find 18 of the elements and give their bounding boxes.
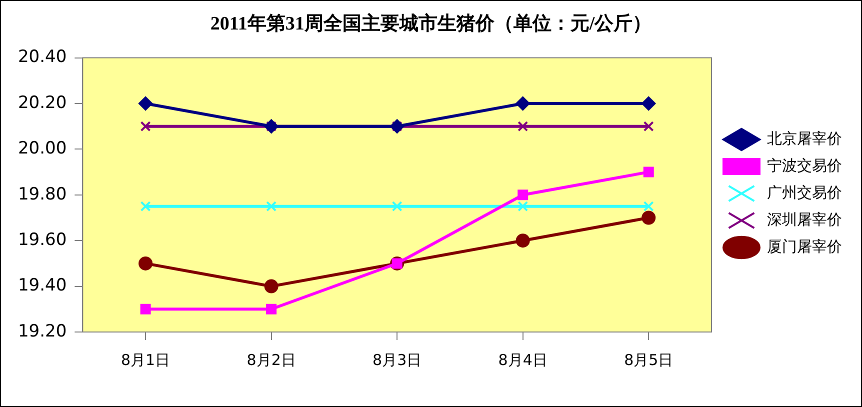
legend-label: 厦门屠宰价 — [767, 237, 842, 256]
x-tick-label: 8月3日 — [372, 350, 422, 369]
x-tick-label: 8月4日 — [498, 350, 548, 369]
legend-label: 广州交易价 — [767, 183, 842, 202]
x-tick-label: 8月2日 — [246, 350, 296, 369]
y-tick-label: 19.20 — [18, 321, 67, 342]
x-tick-label: 8月5日 — [624, 350, 674, 369]
chart-title: 2011年第31周全国主要城市生猪价（单位：元/公斤） — [210, 12, 652, 34]
legend-label: 深圳屠宰价 — [767, 210, 842, 228]
y-tick-label: 19.40 — [18, 276, 67, 296]
x-tick-label: 8月1日 — [121, 350, 170, 369]
y-tick-label: 20.20 — [18, 92, 67, 113]
legend-label: 北京屠宰价 — [767, 129, 842, 148]
legend-label: 宁波交易价 — [767, 156, 842, 174]
y-tick-label: 20.40 — [18, 47, 67, 68]
y-tick-label: 19.60 — [18, 230, 67, 250]
y-tick-label: 20.00 — [18, 138, 67, 159]
y-tick-label: 19.80 — [18, 184, 67, 204]
